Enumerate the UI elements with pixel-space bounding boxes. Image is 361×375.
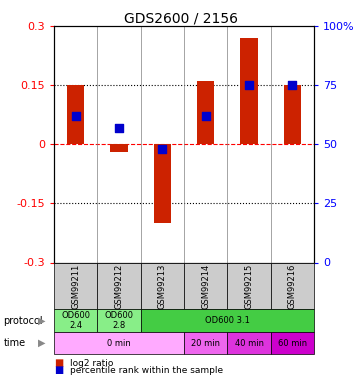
Text: ■: ■ [54, 358, 64, 368]
Text: OD600 3.1: OD600 3.1 [205, 316, 250, 325]
Text: protocol: protocol [4, 316, 43, 326]
Text: GSM99215: GSM99215 [245, 263, 253, 309]
Bar [110, 144, 128, 152]
Point [160, 146, 165, 152]
Text: 40 min: 40 min [235, 339, 264, 348]
Bar [240, 38, 258, 144]
Bar [67, 85, 84, 144]
Point [203, 113, 209, 119]
Bar [284, 85, 301, 144]
Text: OD600
2.8: OD600 2.8 [105, 311, 134, 330]
Bar [197, 81, 214, 144]
Text: 0 min: 0 min [107, 339, 131, 348]
Text: percentile rank within the sample: percentile rank within the sample [70, 366, 223, 375]
Text: GSM99216: GSM99216 [288, 263, 297, 309]
Text: GSM99213: GSM99213 [158, 263, 167, 309]
Point [246, 82, 252, 88]
Point [290, 82, 295, 88]
Text: ▶: ▶ [38, 316, 45, 326]
Text: 20 min: 20 min [191, 339, 220, 348]
Point [116, 125, 122, 131]
Text: GDS2600 / 2156: GDS2600 / 2156 [123, 11, 238, 25]
Text: GSM99211: GSM99211 [71, 263, 80, 309]
Text: ▶: ▶ [38, 338, 45, 348]
Text: GSM99212: GSM99212 [115, 263, 123, 309]
Text: GSM99214: GSM99214 [201, 263, 210, 309]
Text: log2 ratio: log2 ratio [70, 358, 114, 368]
Bar [154, 144, 171, 223]
Text: 60 min: 60 min [278, 339, 307, 348]
Point [73, 113, 79, 119]
Text: OD600
2.4: OD600 2.4 [61, 311, 90, 330]
Text: time: time [4, 338, 26, 348]
Text: ■: ■ [54, 366, 64, 375]
